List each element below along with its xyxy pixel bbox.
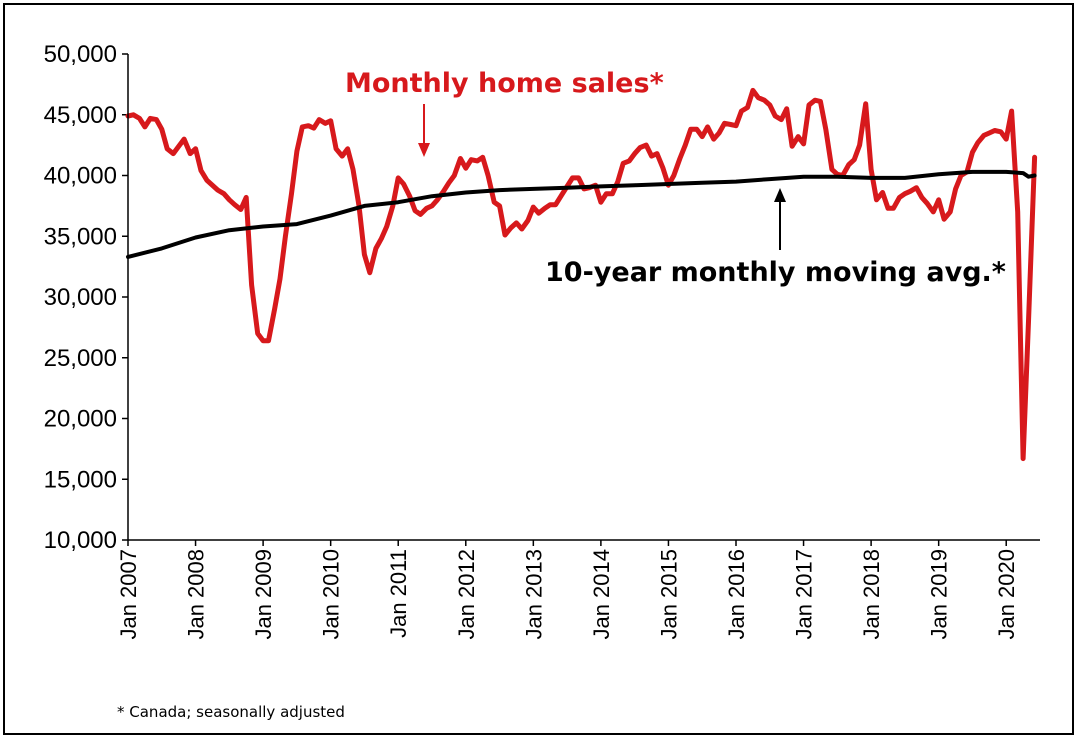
x-tick-label: Jan 2013 [521, 549, 546, 640]
y-tick-label: 50,000 [44, 41, 117, 68]
annotation-arrow-black-head [774, 188, 786, 202]
x-axis-ticks: Jan 2007 Jan 2008 Jan 2009 Jan 2010 Jan 2011… [116, 540, 1019, 640]
y-tick-label: 45,000 [44, 102, 117, 129]
x-tick-label: Jan 2007 [116, 549, 141, 640]
y-tick-label: 35,000 [44, 223, 117, 250]
y-tick-label: 40,000 [44, 163, 117, 190]
x-tick-label: Jan 2012 [454, 549, 479, 640]
annotation-monthly-home-sales: Monthly home sales* [345, 68, 664, 99]
x-tick-label: Jan 2020 [994, 549, 1019, 640]
x-tick-label: Jan 2011 [386, 549, 411, 638]
chart-frame [3, 3, 1074, 735]
annotations: Monthly home sales* 10-year monthly movi… [345, 68, 1006, 288]
y-axis-ticks: 10,000 15,000 20,000 25,000 30,000 35,000 40,0… [44, 41, 128, 554]
series-layer [125, 87, 1038, 462]
y-tick-label: 20,000 [44, 406, 117, 433]
x-tick-label: Jan 2018 [859, 549, 884, 640]
y-tick-label: 30,000 [44, 284, 117, 311]
x-tick-label: Jan 2010 [319, 549, 344, 640]
x-tick-label: Jan 2019 [927, 549, 952, 640]
x-tick-label: Jan 2008 [184, 549, 209, 640]
annotation-moving-average: 10-year monthly moving avg.* [545, 257, 1006, 288]
footnote: * Canada; seasonally adjusted [117, 703, 345, 721]
x-tick-label: Jan 2017 [792, 549, 817, 640]
y-tick-label: 10,000 [44, 527, 117, 554]
y-tick-label: 25,000 [44, 345, 117, 372]
series-line-monthly-home-sales [125, 87, 1038, 462]
x-tick-label: Jan 2014 [589, 549, 614, 640]
series-line-moving-average [126, 169, 1037, 259]
y-tick-label: 15,000 [44, 466, 117, 493]
annotation-arrow-red-head [418, 143, 430, 157]
x-tick-label: Jan 2015 [656, 549, 681, 640]
x-tick-label: Jan 2009 [251, 549, 276, 640]
x-tick-label: Jan 2016 [724, 549, 749, 640]
